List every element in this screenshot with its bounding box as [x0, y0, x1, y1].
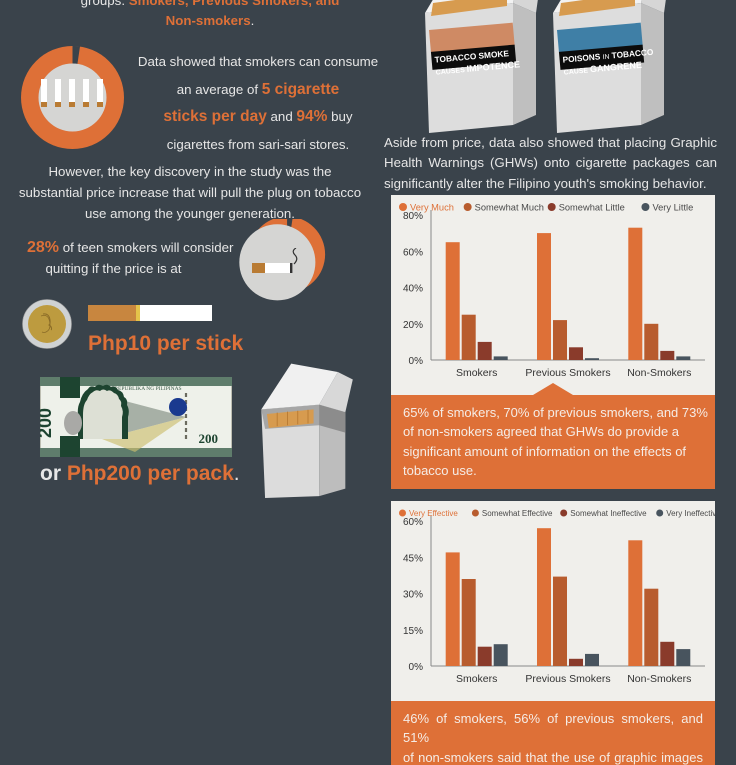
svg-text:Somewhat Little: Somewhat Little: [559, 203, 625, 213]
svg-text:40%: 40%: [403, 284, 423, 295]
svg-text:45%: 45%: [403, 553, 423, 564]
svg-text:Non-Smokers: Non-Smokers: [627, 367, 691, 379]
svg-text:Smokers: Smokers: [456, 367, 497, 379]
svg-text:0%: 0%: [409, 356, 424, 367]
svg-text:30%: 30%: [403, 590, 423, 601]
svg-text:Somewhat Effective: Somewhat Effective: [482, 509, 553, 518]
svg-text:Previous Smokers: Previous Smokers: [525, 367, 610, 379]
svg-text:Very Ineffective: Very Ineffective: [666, 509, 715, 518]
svg-text:Somewhat Ineffective: Somewhat Ineffective: [570, 509, 647, 518]
svg-text:60%: 60%: [403, 247, 423, 258]
svg-text:200: 200: [40, 408, 55, 438]
svg-text:200: 200: [199, 431, 219, 446]
svg-text:60%: 60%: [403, 517, 423, 528]
svg-text:15%: 15%: [403, 626, 423, 637]
svg-text:Very Little: Very Little: [652, 203, 693, 213]
svg-text:80%: 80%: [403, 211, 423, 222]
svg-text:0%: 0%: [409, 662, 424, 673]
svg-text:Previous Smokers: Previous Smokers: [525, 673, 610, 685]
svg-text:Smokers: Smokers: [456, 673, 497, 685]
svg-text:Somewhat Much: Somewhat Much: [475, 203, 544, 213]
svg-text:Non-Smokers: Non-Smokers: [627, 673, 691, 685]
svg-text:20%: 20%: [403, 320, 423, 331]
svg-text:REPUBLIKA NG PILIPINAS: REPUBLIKA NG PILIPINAS: [114, 386, 181, 392]
